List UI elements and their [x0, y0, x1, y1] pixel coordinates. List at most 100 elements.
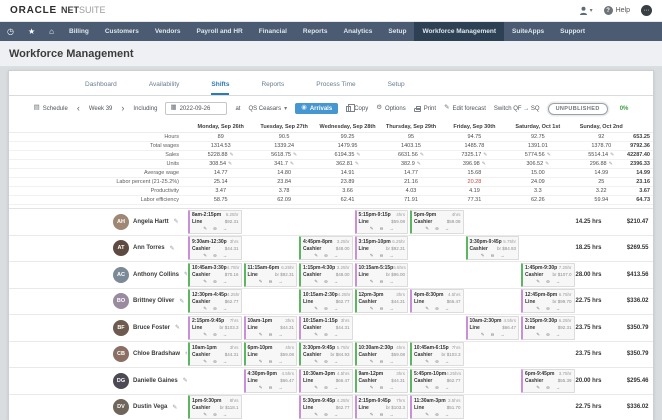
- edit-icon[interactable]: ✎: [258, 332, 263, 338]
- print-button[interactable]: Print: [413, 105, 436, 112]
- edit-icon[interactable]: ✎: [369, 252, 374, 258]
- edit-employee-icon[interactable]: ✎: [172, 404, 178, 411]
- move-icon[interactable]: →: [278, 385, 283, 391]
- remove-icon[interactable]: ⊖: [546, 332, 550, 338]
- edit-icon[interactable]: ✎: [545, 160, 550, 167]
- edit-icon[interactable]: ✎: [314, 411, 318, 417]
- shift-card[interactable]: 2:15pm-9:45p 7hrs Line br $103.3 ✎ ⊖ →: [188, 315, 242, 340]
- tab-reports[interactable]: Reports: [261, 81, 285, 88]
- move-icon[interactable]: →: [278, 358, 283, 364]
- user-role-menu[interactable]: ▾: [579, 6, 593, 15]
- shift-card[interactable]: 9am-12pm 3hrs Cashier $44.31 ✎ ⊖ →: [354, 368, 408, 393]
- tab-setup[interactable]: Setup: [387, 81, 405, 88]
- remove-icon[interactable]: ⊖: [268, 332, 273, 338]
- move-icon[interactable]: →: [500, 332, 505, 338]
- edit-icon[interactable]: ✎: [480, 252, 485, 258]
- nav-item-customers[interactable]: Customers: [104, 28, 139, 35]
- shift-card[interactable]: 10am-1pm 3hrs Line $44.31 ✎ ⊖ →: [243, 315, 297, 340]
- remove-icon[interactable]: ⊖: [324, 358, 328, 364]
- copy-button[interactable]: Copy: [346, 103, 368, 112]
- shift-card[interactable]: 10:30am-3pm 4.5hrs Line $66.47 ✎ ⊖ →: [299, 368, 353, 393]
- shift-card[interactable]: 5pm-9pm 4hrs Cashier $59.08 ✎ ⊖ →: [410, 209, 464, 234]
- edit-icon[interactable]: ✎: [536, 305, 540, 311]
- edit-employee-icon[interactable]: ✎: [184, 272, 187, 279]
- tab-availability[interactable]: Availability: [148, 81, 180, 88]
- edit-icon[interactable]: ✎: [203, 411, 207, 417]
- remove-icon[interactable]: ⊖: [213, 305, 217, 311]
- remove-icon[interactable]: ⊖: [213, 226, 217, 232]
- move-icon[interactable]: →: [333, 252, 339, 258]
- edit-icon[interactable]: ✎: [228, 160, 233, 167]
- nav-item-support[interactable]: Support: [560, 28, 586, 35]
- move-icon[interactable]: →: [333, 305, 339, 311]
- edit-icon[interactable]: ✎: [314, 279, 318, 285]
- edit-icon[interactable]: ✎: [425, 305, 429, 311]
- move-icon[interactable]: →: [222, 411, 228, 417]
- move-icon[interactable]: →: [389, 226, 394, 232]
- edit-icon[interactable]: ✎: [610, 151, 615, 158]
- tab-shifts[interactable]: Shifts: [211, 81, 230, 95]
- edit-icon[interactable]: ✎: [425, 358, 429, 364]
- edit-icon[interactable]: ✎: [314, 252, 318, 258]
- shift-card[interactable]: 3:30pm-9:45p 5.75hr Cashier br $84.93 ✎ ⊖ →: [299, 342, 353, 367]
- shift-card[interactable]: 9:30am-12:30p 3hrs Cashier $44.31 ✎ ⊖ →: [188, 236, 242, 261]
- edit-employee-icon[interactable]: ✎: [175, 325, 181, 332]
- shift-card[interactable]: 1:15pm-4:30p 3.25hr Cashier $48.00 ✎ ⊖ →: [299, 262, 353, 287]
- move-icon[interactable]: →: [444, 305, 450, 311]
- edit-icon[interactable]: ✎: [203, 305, 207, 311]
- remove-icon[interactable]: ⊖: [324, 385, 328, 391]
- shift-card[interactable]: 10am-2:30pm 4.5hrs Line $66.47 ✎ ⊖ →: [465, 315, 519, 340]
- edit-icon[interactable]: ✎: [258, 358, 263, 364]
- shift-card[interactable]: 10:45am-3:30p 4.75hr Cashier $70.16 ✎ ⊖ →: [188, 262, 242, 287]
- move-icon[interactable]: →: [222, 332, 228, 338]
- move-icon[interactable]: →: [555, 279, 561, 285]
- shift-card[interactable]: 12:45pm-8pm 6.75hr Line br $99.70 ✎ ⊖ →: [521, 289, 575, 314]
- move-icon[interactable]: →: [500, 252, 505, 258]
- shift-card[interactable]: 8am-2:15pm 6.25hr Line $92.31 ✎ ⊖ →: [188, 209, 242, 234]
- recents-clock-icon[interactable]: ◷: [7, 27, 14, 36]
- edit-employee-icon[interactable]: ✎: [169, 245, 175, 252]
- remove-icon[interactable]: ⊖: [213, 279, 217, 285]
- shift-card[interactable]: 12pm-3pm 3hrs Cashier $44.31 ✎ ⊖ →: [354, 289, 408, 314]
- nav-item-setup[interactable]: Setup: [388, 28, 407, 35]
- home-icon[interactable]: ⌂: [49, 27, 54, 36]
- remove-icon[interactable]: ⊖: [435, 358, 439, 364]
- edit-employee-icon[interactable]: ✎: [182, 378, 187, 385]
- move-icon[interactable]: →: [444, 385, 450, 391]
- shift-card[interactable]: 5:15pm-9:15p 4hrs Line $59.08 ✎ ⊖ →: [354, 209, 408, 234]
- remove-icon[interactable]: ⊖: [324, 411, 328, 417]
- move-icon[interactable]: →: [444, 226, 450, 232]
- edit-icon[interactable]: ✎: [289, 160, 295, 167]
- move-icon[interactable]: →: [389, 385, 394, 391]
- move-icon[interactable]: →: [333, 279, 339, 285]
- arrivals-button[interactable]: ◉ Arrivals: [295, 102, 339, 115]
- edit-icon[interactable]: ✎: [536, 332, 540, 338]
- options-button[interactable]: ⚙ Options: [376, 104, 406, 112]
- edit-icon[interactable]: ✎: [481, 160, 486, 167]
- shift-card[interactable]: 4:30pm-9pm 4.5hrs Line $66.47 ✎ ⊖ →: [243, 368, 297, 393]
- edit-icon[interactable]: ✎: [536, 279, 540, 285]
- edit-forecast-button[interactable]: ✎ Edit forecast: [444, 104, 486, 112]
- move-icon[interactable]: →: [444, 411, 450, 417]
- remove-icon[interactable]: ⊖: [213, 332, 217, 338]
- edit-icon[interactable]: ✎: [229, 151, 234, 158]
- move-icon[interactable]: →: [222, 305, 228, 311]
- shortcuts-star-icon[interactable]: ★: [27, 27, 36, 36]
- nav-item-analytics[interactable]: Analytics: [343, 28, 373, 35]
- schedule-menu[interactable]: ▤ Schedule: [33, 104, 68, 112]
- nav-item-billing[interactable]: Billing: [69, 28, 89, 35]
- move-icon[interactable]: →: [389, 252, 394, 258]
- switch-view-button[interactable]: Switch QF → SQ: [493, 105, 540, 112]
- edit-icon[interactable]: ✎: [369, 411, 374, 417]
- remove-icon[interactable]: ⊖: [435, 226, 439, 232]
- move-icon[interactable]: →: [555, 305, 561, 311]
- edit-icon[interactable]: ✎: [356, 151, 361, 158]
- remove-icon[interactable]: ⊖: [213, 358, 217, 364]
- move-icon[interactable]: →: [555, 385, 561, 391]
- nav-item-payroll-hr[interactable]: Payroll and HR: [196, 28, 243, 35]
- remove-icon[interactable]: ⊖: [324, 332, 328, 338]
- move-icon[interactable]: →: [555, 332, 561, 338]
- edit-icon[interactable]: ✎: [425, 385, 429, 391]
- shift-card[interactable]: 6pm-10pm 4hrs Line $59.08 ✎ ⊖ →: [243, 342, 297, 367]
- remove-icon[interactable]: ⊖: [435, 385, 439, 391]
